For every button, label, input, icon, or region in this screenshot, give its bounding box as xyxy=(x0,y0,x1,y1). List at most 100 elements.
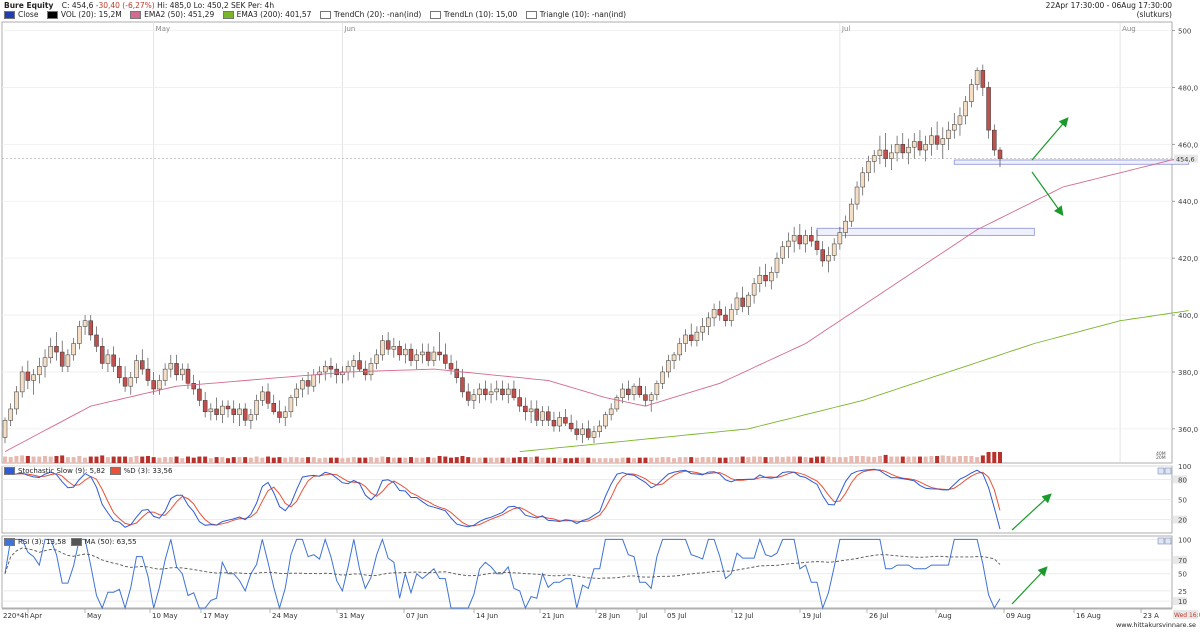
candle-body-118 xyxy=(677,343,683,356)
volume-bar-58 xyxy=(334,457,339,463)
candle-body-41 xyxy=(237,408,242,415)
volume-bar-130 xyxy=(746,457,751,463)
volume-bar-64 xyxy=(368,457,373,463)
candle-body-117 xyxy=(671,354,677,361)
grid xyxy=(2,22,1175,602)
candle-body-130 xyxy=(746,294,751,307)
support-zone-1 xyxy=(816,227,1035,236)
volume-bar-84 xyxy=(483,457,488,463)
volume-bar-46 xyxy=(266,456,271,463)
candle-body-4 xyxy=(25,371,31,381)
month-label-1: Jun xyxy=(343,25,355,33)
volume-bar-27 xyxy=(157,457,162,463)
volume-bar-22 xyxy=(128,457,133,463)
candle-body-132 xyxy=(757,274,763,285)
candle-body-131 xyxy=(751,283,757,296)
candle-body-135 xyxy=(774,257,780,273)
volume-bar-149 xyxy=(855,456,860,463)
volume-bar-30 xyxy=(174,456,179,463)
symbol: Bure Equity xyxy=(4,1,54,10)
rsi-line xyxy=(4,537,1001,610)
legend-ema50[interactable]: EMA2 (50): 451,29 xyxy=(130,10,214,20)
candle-body-114 xyxy=(654,383,660,395)
month-label-3: Aug xyxy=(1122,25,1136,33)
candle-body-140 xyxy=(803,235,808,245)
volume-bar-17 xyxy=(100,455,105,463)
candle-body-0 xyxy=(2,420,8,438)
candle-body-33 xyxy=(191,383,196,390)
candle-body-1 xyxy=(8,408,13,421)
candle-body-47 xyxy=(271,403,277,413)
site-footer[interactable]: www.hittakursvinnare.se xyxy=(1115,621,1196,629)
candle-body-93 xyxy=(534,408,540,421)
legend-trendln[interactable]: TrendLn (10): 15,00 xyxy=(429,10,517,20)
volume-bar-33 xyxy=(191,457,196,463)
legend-trendch[interactable]: TrendCh (20): -nan(ind) xyxy=(319,10,421,20)
volume-bar-1 xyxy=(8,457,13,463)
x-tick-label-11: 05 Jul xyxy=(667,612,687,620)
legend-triangle[interactable]: Triangle (10): -nan(ind) xyxy=(525,10,626,20)
candle-body-55 xyxy=(317,371,322,376)
volume-bar-54 xyxy=(311,457,316,463)
candle-body-129 xyxy=(740,297,745,307)
change-value: -30,40 (-6,27%) xyxy=(95,1,155,10)
volume-bar-103 xyxy=(591,458,596,463)
volume-bar-153 xyxy=(877,456,882,463)
candle-body-91 xyxy=(523,405,528,413)
volume-bar-90 xyxy=(517,457,522,463)
candle-body-145 xyxy=(831,243,837,256)
candle-body-19 xyxy=(111,354,116,367)
candle-body-13 xyxy=(77,326,82,344)
candle-body-24 xyxy=(139,360,145,370)
volume-bar-168 xyxy=(963,456,968,463)
volume-bar-50 xyxy=(288,457,293,463)
volume-bar-49 xyxy=(283,457,288,463)
candle-body-74 xyxy=(425,351,431,361)
volume-bar-51 xyxy=(294,457,299,463)
volume-bar-69 xyxy=(397,457,402,463)
volume-bar-6 xyxy=(37,456,42,463)
last-time-label: Wed 16:00 xyxy=(1174,612,1200,619)
candle-body-168 xyxy=(963,101,968,117)
volume-bar-15 xyxy=(88,456,93,463)
candle-body-167 xyxy=(957,115,963,125)
candle-body-142 xyxy=(814,240,820,250)
volume-bar-96 xyxy=(551,457,556,463)
volume-bar-132 xyxy=(757,456,762,463)
stoch-tick-label-1: 80 xyxy=(1178,476,1187,484)
volume-bar-172 xyxy=(986,452,991,463)
volume-bar-174 xyxy=(997,452,1003,463)
x-tick-label-9: 28 Jun xyxy=(598,612,620,620)
rsi-swatch xyxy=(4,538,15,546)
candle-body-94 xyxy=(540,411,545,421)
volume-bar-62 xyxy=(357,457,362,463)
x-tick-label-12: 12 Jul xyxy=(734,612,754,620)
candle-body-57 xyxy=(328,366,334,370)
candle-body-116 xyxy=(666,360,671,373)
last-time-box xyxy=(1173,610,1198,619)
candle-body-115 xyxy=(660,371,665,384)
rsi-lines xyxy=(4,537,1001,610)
candle-body-97 xyxy=(557,417,562,427)
volume-bar-36 xyxy=(208,458,213,463)
candle-body-112 xyxy=(643,394,648,401)
legend-close[interactable]: Close xyxy=(4,10,38,20)
arrows xyxy=(1011,117,1069,605)
volume-bar-114 xyxy=(654,457,659,463)
volume-bar-105 xyxy=(603,458,608,463)
rsi-tick-label-4: 10 xyxy=(1178,598,1187,606)
volume-bar-141 xyxy=(809,457,814,463)
stoch-title: Stochastic Slow (9): 5,82 %D (3): 33,56 xyxy=(4,467,172,475)
legend-volume[interactable]: VOL (20): 15,2M xyxy=(46,10,122,20)
candle-body-65 xyxy=(374,354,379,364)
rsi-ma-swatch xyxy=(70,538,82,546)
stoch-tick-box-1 xyxy=(1173,475,1187,484)
candle-body-72 xyxy=(414,354,419,361)
price-type: (slutkurs) xyxy=(1136,10,1172,19)
legend-ema200[interactable]: EMA3 (200): 401,57 xyxy=(222,10,311,20)
x-tick-label-1: May xyxy=(87,612,101,620)
volume-bar-20 xyxy=(117,456,122,463)
volume-bar-52 xyxy=(300,457,305,463)
currency: SEK xyxy=(231,1,246,10)
volume-bar-32 xyxy=(185,456,190,463)
